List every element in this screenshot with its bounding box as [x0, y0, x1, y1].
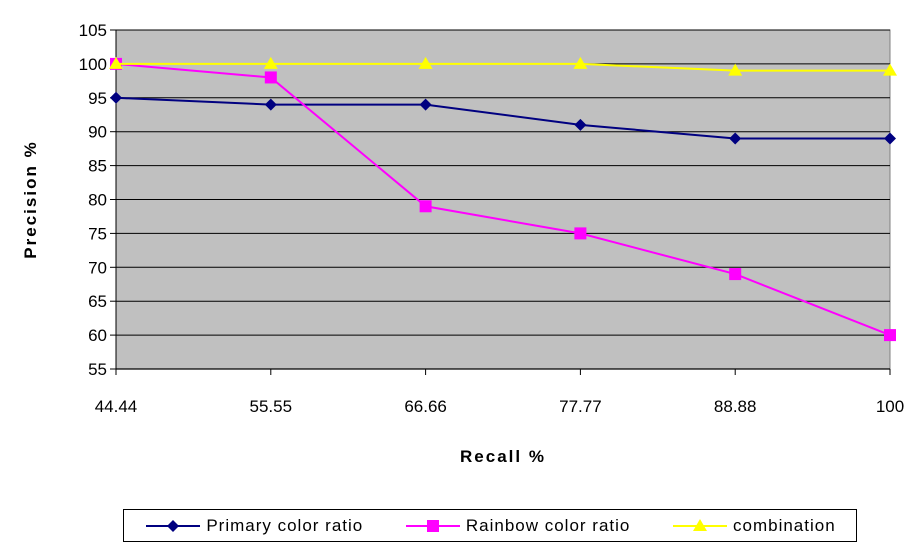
legend-label: Primary color ratio [206, 515, 364, 535]
data-point [574, 227, 587, 240]
series-line [116, 62, 890, 72]
y-tick-label: 105 [79, 21, 107, 40]
data-point [110, 91, 122, 104]
series-layer [109, 56, 897, 342]
y-tick-label: 90 [88, 123, 107, 142]
data-point [729, 132, 742, 145]
legend-swatch [405, 519, 460, 532]
y-tick-label: 65 [88, 292, 107, 311]
data-point [729, 268, 742, 281]
series-line [115, 96, 890, 140]
y-tick-label: 70 [88, 258, 107, 277]
x-tick-label: 66.66 [404, 397, 447, 416]
y-tick-label: 75 [88, 224, 107, 243]
legend-item: combination [671, 516, 836, 536]
x-axis-ticks: 44.44 55.55 66.66 77.77 88.88 100 [95, 368, 904, 416]
y-tick-label: 100 [79, 55, 107, 74]
legend-swatch [146, 519, 201, 532]
data-point [884, 132, 896, 145]
legend-label: Rainbow color ratio [465, 515, 631, 535]
data-point [419, 200, 432, 213]
x-tick-label: 77.77 [559, 397, 602, 416]
data-point [263, 56, 278, 69]
x-axis-label: Recall % [460, 447, 546, 466]
data-point [419, 98, 432, 111]
series-2 [109, 56, 897, 76]
data-point [883, 63, 897, 76]
legend-marker [426, 519, 439, 532]
data-point [418, 56, 433, 69]
y-axis-ticks: 55 60 65 70 75 80 85 90 95 100 105 [79, 21, 117, 379]
x-tick-label: 88.88 [714, 397, 757, 416]
data-point [573, 56, 588, 69]
x-tick-label: 55.55 [250, 397, 293, 416]
legend-swatch [673, 518, 727, 531]
data-point [264, 71, 277, 84]
x-tick-label: 44.44 [95, 397, 138, 416]
y-tick-label: 60 [88, 326, 107, 345]
data-point [264, 98, 277, 111]
data-point [884, 329, 896, 342]
legend-item: Primary color ratio [144, 516, 363, 536]
y-tick-label: 55 [88, 360, 107, 379]
y-tick-label: 85 [88, 157, 107, 176]
y-tick-label: 80 [88, 191, 107, 210]
legend: Primary color ratio Rainbow color ratio co… [123, 509, 857, 542]
data-point [109, 56, 123, 69]
data-point [574, 118, 587, 131]
legend-label: combination [733, 515, 836, 535]
legend-marker [167, 519, 180, 532]
legend-marker [693, 518, 707, 531]
y-axis-label: Precision % [21, 140, 40, 258]
x-tick-label: 100 [876, 397, 904, 416]
data-point [728, 63, 743, 76]
y-tick-label: 95 [88, 89, 107, 108]
series-0 [110, 91, 896, 145]
legend-item: Rainbow color ratio [404, 516, 631, 536]
series-line [115, 62, 891, 337]
